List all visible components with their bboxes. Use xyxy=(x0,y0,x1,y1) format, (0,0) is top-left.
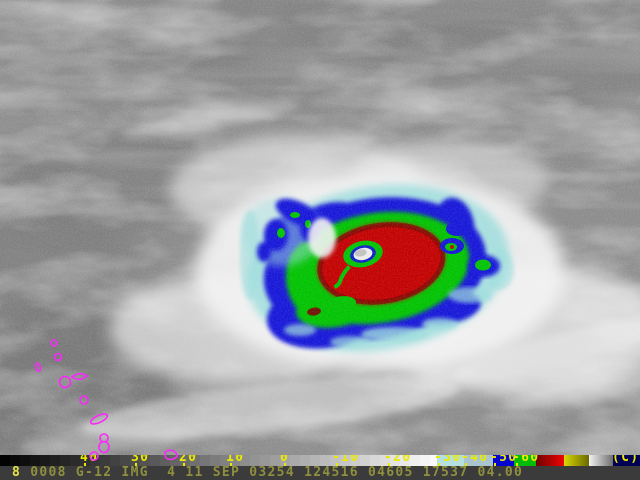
dark-mottle-texture xyxy=(0,0,640,455)
red-speck xyxy=(307,307,321,316)
colorbar-tick xyxy=(438,463,440,466)
colorbar-segment xyxy=(260,454,270,466)
colorbar-segment xyxy=(410,454,420,466)
colorbar-segment xyxy=(190,454,200,466)
coldest-core-red xyxy=(317,222,445,305)
colorbar-segment xyxy=(300,454,310,466)
colorbar-segment xyxy=(70,454,80,466)
ocean-background xyxy=(0,0,640,455)
colorbar-label: 40 xyxy=(80,450,99,465)
colorbar-tick xyxy=(135,463,137,466)
cold-ring-blue xyxy=(263,197,487,349)
colorbar-segment xyxy=(0,454,10,466)
colorbar-segment xyxy=(464,454,493,466)
colorbar-segment xyxy=(130,454,140,466)
colorbar-segment xyxy=(380,454,390,466)
cold-ring-cyan xyxy=(246,184,510,352)
colorbar-segment xyxy=(270,454,280,466)
frame-number: 8 xyxy=(12,465,22,480)
colorbar-segment xyxy=(430,454,440,466)
cloud-shield xyxy=(110,135,640,395)
colorbar-segment xyxy=(60,454,70,466)
colorbar-segment xyxy=(310,454,320,466)
colorbar-segment xyxy=(100,454,110,466)
colorbar-segment xyxy=(180,454,190,466)
eye-shading xyxy=(354,249,367,257)
cloud-field xyxy=(0,0,640,455)
cirrus-streak-texture xyxy=(0,0,640,210)
colorbar-label: 0 xyxy=(280,450,290,465)
colorbar-tick xyxy=(494,463,496,466)
colorbar-tick xyxy=(388,463,390,466)
colorbar-segment xyxy=(514,454,536,466)
colorbar-tick xyxy=(84,463,86,466)
colorbar-tick xyxy=(284,463,286,466)
colorbar-segment xyxy=(80,454,90,466)
detached-cold-cluster-right xyxy=(440,222,514,303)
colorbar-label: 20 xyxy=(179,450,198,465)
colorbar-segment xyxy=(30,454,40,466)
colorbar-segment xyxy=(50,454,60,466)
eye-green-tail xyxy=(333,265,351,289)
colorbar-segment xyxy=(280,454,290,466)
coastline-overlay xyxy=(35,339,178,461)
colorbar-label: (C) xyxy=(612,450,640,465)
colorbar-segment xyxy=(240,454,250,466)
colorbar-segment xyxy=(290,454,300,466)
colorbar-segment xyxy=(420,454,430,466)
cold-ring-green xyxy=(285,211,470,328)
colorbar-segment xyxy=(210,454,220,466)
annotation-line: 8 0008 G-12 IMG 4 11 SEP 03254 124516 04… xyxy=(0,466,640,480)
colorbar-segment xyxy=(390,454,400,466)
colorbar-tick xyxy=(183,463,185,466)
detached-cold-cluster-left xyxy=(240,198,336,300)
colorbar-segment xyxy=(589,454,613,466)
cloud-mottle-texture xyxy=(0,0,640,455)
colorbar-segment xyxy=(20,454,30,466)
colorbar-segment xyxy=(360,454,370,466)
colorbar-segment xyxy=(10,454,20,466)
colorbar-tick xyxy=(465,463,467,466)
colorbar-segment xyxy=(320,454,330,466)
hurricane-core xyxy=(246,184,510,352)
green-patch xyxy=(324,296,357,313)
colorbar-segment xyxy=(400,454,410,466)
colorbar-label: 30 xyxy=(131,450,150,465)
colorbar-segment xyxy=(110,454,120,466)
eye-blue-ring xyxy=(350,245,376,263)
colorbar-segment xyxy=(437,454,464,466)
colorbar-tick xyxy=(230,463,232,466)
colorbar-segment xyxy=(40,454,50,466)
spiral-bands xyxy=(20,83,640,454)
hurricane-eye xyxy=(343,240,383,268)
colorbar-segment xyxy=(536,454,564,466)
colorbar-segment xyxy=(493,454,514,466)
colorbar-segment xyxy=(230,454,240,466)
colorbar-segment xyxy=(350,454,360,466)
colorbar-segment xyxy=(330,454,340,466)
colorbar-segment xyxy=(200,454,210,466)
colorbar-tick xyxy=(336,463,338,466)
annotation-text: 0008 G-12 IMG 4 11 SEP 03254 124516 0460… xyxy=(21,465,524,480)
core-dark-edge xyxy=(317,222,446,305)
colorbar-segment xyxy=(140,454,150,466)
colorbar-segment xyxy=(150,454,160,466)
colorbar-segment xyxy=(340,454,350,466)
colorbar-segment xyxy=(250,454,260,466)
colorbar-segment xyxy=(613,454,640,466)
bottom-cyan-fringe xyxy=(284,318,458,348)
gray-shading xyxy=(0,0,640,455)
image-grain-texture xyxy=(0,0,640,455)
colorbar-tick xyxy=(516,463,518,466)
colorbar-segment xyxy=(564,454,589,466)
colorbar-segment xyxy=(220,454,230,466)
colorbar-segment xyxy=(120,454,130,466)
colorbar-label: 10 xyxy=(226,450,245,465)
colorbar-segment xyxy=(370,454,380,466)
